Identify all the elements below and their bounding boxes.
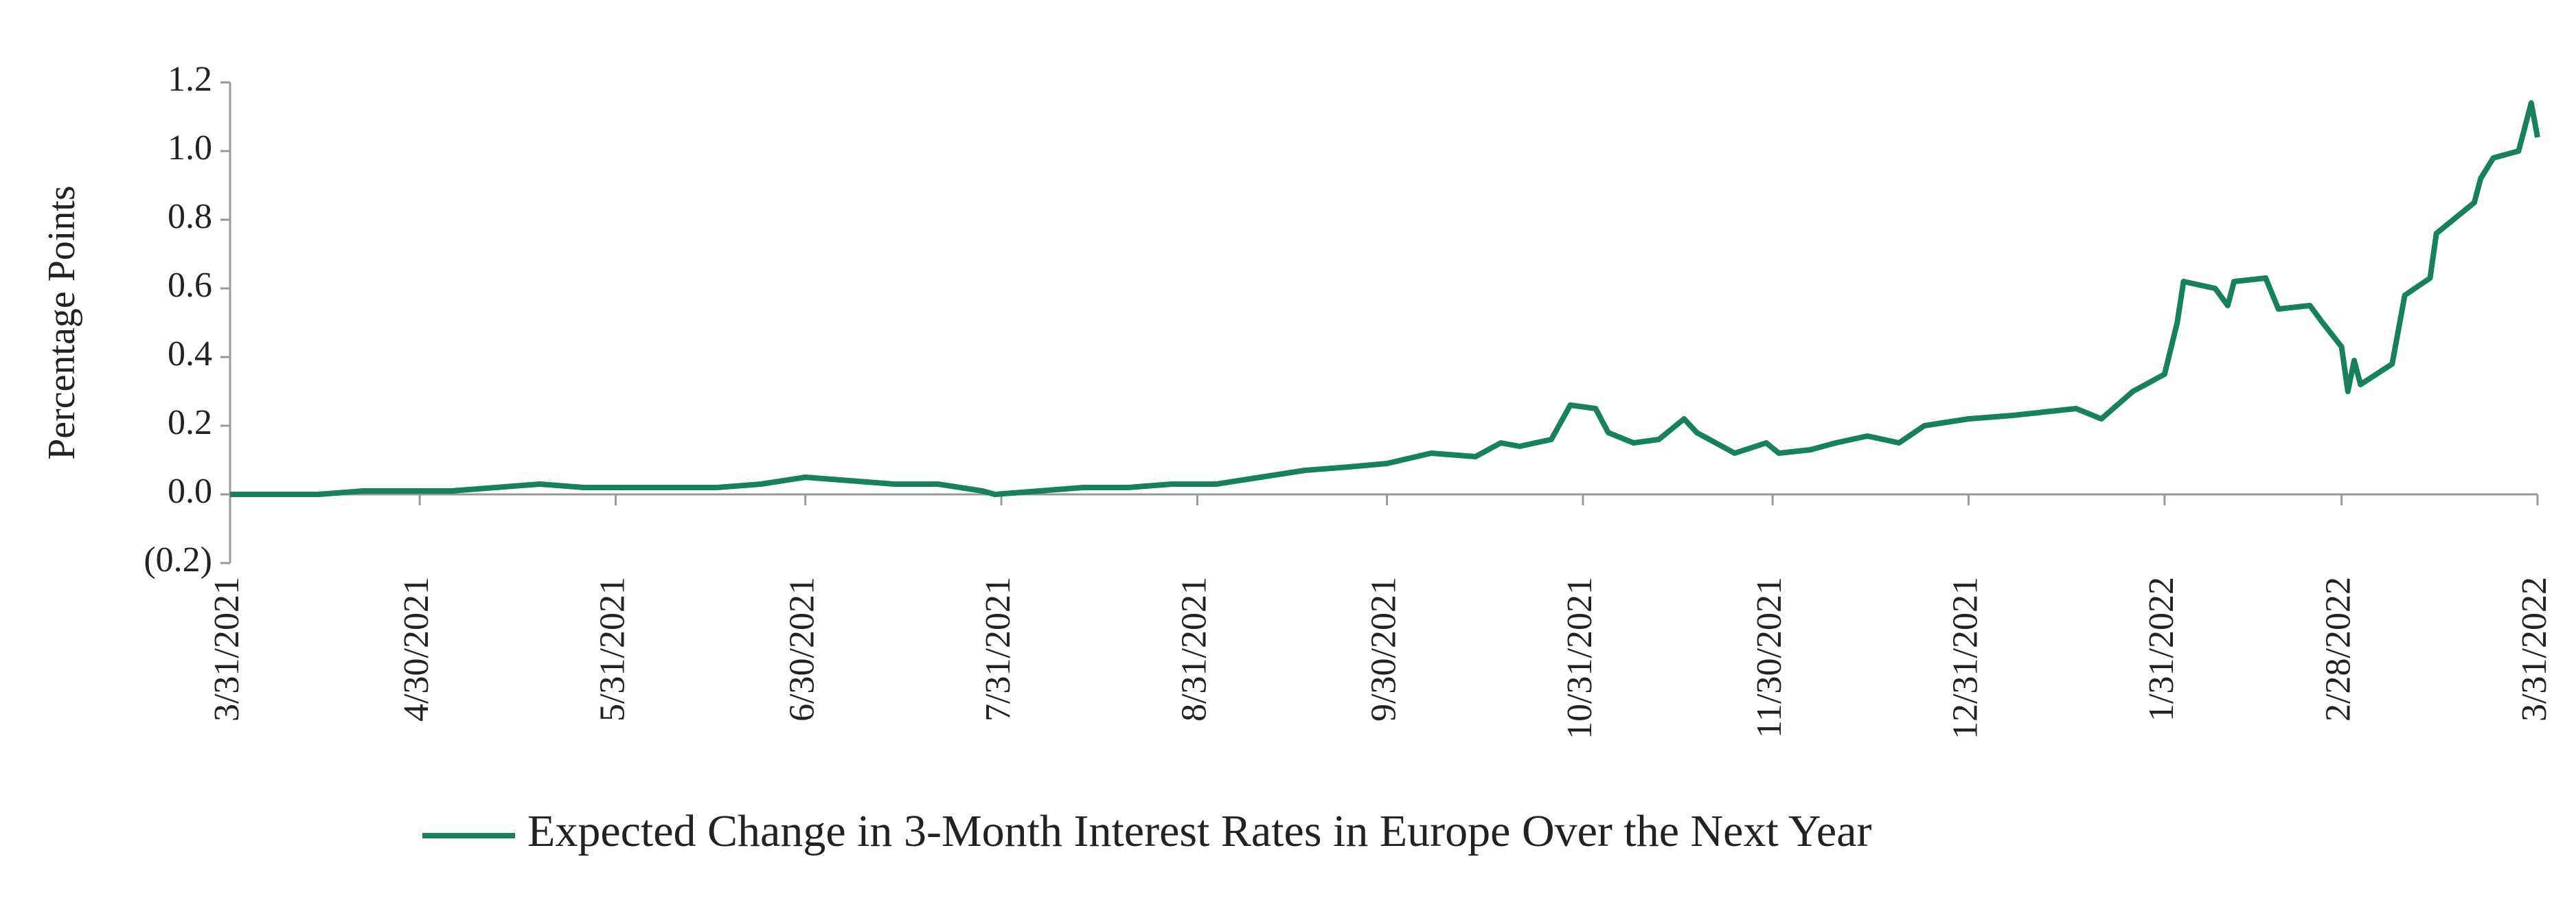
y-tick-label: 0.8 <box>168 197 212 236</box>
x-tick-label: 12/31/2021 <box>1946 577 1985 740</box>
x-tick-label: 3/31/2021 <box>207 577 247 722</box>
y-tick-label: 0.2 <box>168 403 212 442</box>
x-tick-label: 5/31/2021 <box>593 577 632 722</box>
x-tick-label: 9/30/2021 <box>1365 577 1404 722</box>
y-tick-label: (0.2) <box>144 540 212 580</box>
y-tick-label: 0.4 <box>168 334 212 374</box>
x-tick-label: 8/31/2021 <box>1174 577 1213 722</box>
x-tick-label: 1/31/2022 <box>2142 577 2181 722</box>
y-tick-label: 1.2 <box>168 60 212 99</box>
x-tick-label: 3/31/2022 <box>2515 577 2554 722</box>
y-tick-label: 1.0 <box>168 128 212 168</box>
data-line <box>230 100 2540 497</box>
x-tick-label: 7/31/2021 <box>979 577 1018 722</box>
x-tick-label: 6/30/2021 <box>783 577 822 722</box>
y-tick-label: 0.0 <box>168 472 212 511</box>
x-tick-label: 2/28/2022 <box>2319 577 2358 722</box>
y-axis-label: Percentage Points <box>41 185 83 460</box>
y-tick-label: 0.6 <box>168 266 212 305</box>
x-tick-label: 10/31/2021 <box>1560 577 1599 740</box>
x-tick-label: 11/30/2021 <box>1750 577 1789 738</box>
legend-label: Expected Change in 3-Month Interest Rate… <box>527 806 1871 856</box>
x-tick-label: 4/30/2021 <box>397 577 436 722</box>
